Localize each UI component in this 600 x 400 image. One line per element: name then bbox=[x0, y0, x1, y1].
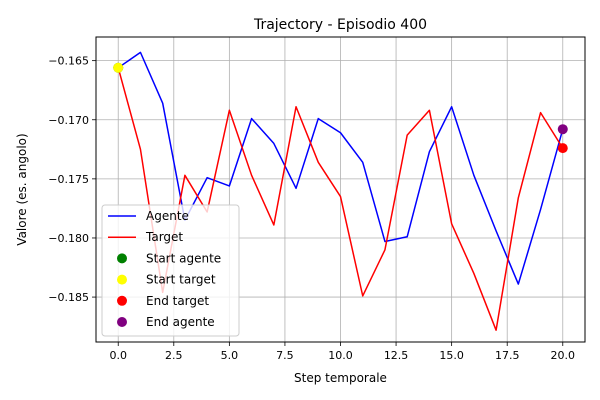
legend-label: End agente bbox=[146, 315, 215, 329]
legend-box bbox=[101, 204, 240, 337]
legend-label: Start agente bbox=[146, 251, 221, 265]
y-tick-label: −0.175 bbox=[48, 173, 89, 186]
marker-end-target bbox=[557, 143, 568, 154]
chart-title: Trajectory - Episodio 400 bbox=[253, 17, 427, 33]
y-tick-label: −0.180 bbox=[48, 232, 89, 245]
marker-points bbox=[113, 62, 568, 154]
x-axis-title: Step temporale bbox=[294, 371, 387, 385]
legend: Agente Target Start agente Start target End … bbox=[101, 204, 240, 337]
y-axis-ticks: −0.185 −0.180 −0.175 −0.170 −0.165 bbox=[48, 55, 96, 304]
marker-end-agente bbox=[557, 124, 568, 135]
legend-marker bbox=[117, 274, 127, 285]
legend-label: Start target bbox=[146, 273, 216, 287]
x-tick-label: 10.0 bbox=[328, 349, 353, 362]
legend-marker bbox=[117, 295, 127, 306]
series-line-target bbox=[117, 67, 564, 331]
y-tick-label: −0.165 bbox=[48, 55, 89, 68]
x-tick-label: 5.0 bbox=[221, 349, 239, 362]
x-tick-label: 0.0 bbox=[109, 349, 127, 362]
x-tick-label: 15.0 bbox=[439, 349, 464, 362]
x-tick-label: 17.5 bbox=[495, 349, 520, 362]
y-tick-label: −0.185 bbox=[48, 291, 89, 304]
x-tick-label: 20.0 bbox=[551, 349, 576, 362]
x-tick-label: 7.5 bbox=[276, 349, 294, 362]
y-tick-label: −0.170 bbox=[48, 114, 89, 127]
legend-label: Agente bbox=[146, 209, 189, 223]
x-tick-label: 12.5 bbox=[384, 349, 409, 362]
legend-label: End target bbox=[146, 294, 209, 308]
legend-marker bbox=[117, 253, 127, 264]
legend-label: Target bbox=[145, 230, 183, 244]
y-axis-title: Valore (es. angolo) bbox=[15, 133, 29, 245]
x-tick-label: 2.5 bbox=[165, 349, 183, 362]
marker-start-target bbox=[113, 62, 124, 73]
x-axis-ticks: 0.0 2.5 5.0 7.5 10.0 12.5 15.0 17.5 20.0 bbox=[109, 342, 575, 362]
legend-marker bbox=[117, 317, 127, 327]
